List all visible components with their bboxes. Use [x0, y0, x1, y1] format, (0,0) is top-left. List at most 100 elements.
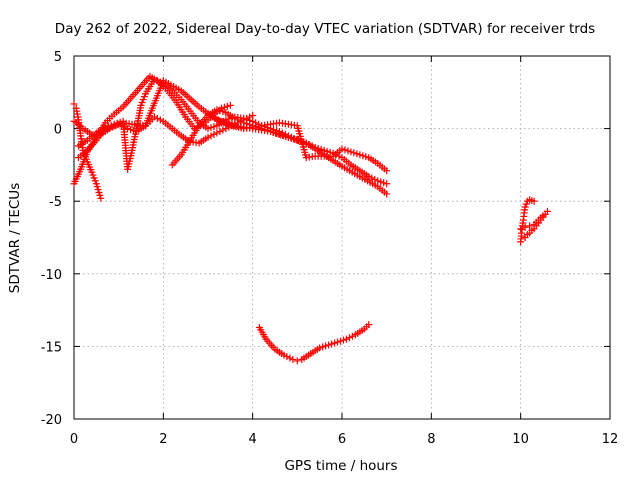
data-point	[280, 351, 288, 359]
plot-frame	[73, 55, 611, 420]
data-point	[374, 177, 382, 185]
data-point-fill	[337, 337, 345, 345]
data-point-fill	[210, 123, 218, 131]
x-tick-label: 4	[249, 432, 257, 447]
data-point-fill	[107, 123, 115, 131]
data-point-fill	[380, 179, 388, 187]
data-point-fill	[153, 114, 161, 122]
y-tick-label: -20	[41, 413, 62, 428]
data-point-fill	[359, 152, 367, 160]
data-point-fill	[335, 152, 343, 160]
data-point	[293, 357, 301, 365]
data-point	[517, 225, 525, 233]
data-point-fill	[350, 149, 358, 157]
x-tick-label: 12	[602, 432, 619, 447]
data-point	[293, 136, 301, 144]
data-point	[284, 133, 292, 141]
data-point-fill	[156, 116, 164, 124]
data-point	[383, 167, 391, 175]
data-point	[150, 75, 158, 83]
data-point	[97, 194, 105, 202]
data-point-fill	[210, 130, 218, 138]
data-point	[383, 180, 391, 188]
data-point-fill	[348, 332, 356, 340]
data-point	[110, 122, 118, 130]
data-point	[267, 128, 275, 136]
data-point	[530, 197, 538, 205]
data-point-fill	[207, 124, 215, 132]
x-tick-label: 0	[70, 432, 78, 447]
data-point-fill	[270, 128, 278, 136]
x-axis-label: GPS time / hours	[284, 458, 397, 474]
data-point-fill	[341, 146, 349, 154]
y-tick-label: -5	[49, 195, 62, 210]
data-point-fill	[339, 336, 347, 344]
data-point-fill	[331, 339, 339, 347]
data-point	[543, 207, 551, 215]
data-point-fill	[272, 129, 280, 137]
data-points	[70, 72, 551, 365]
data-point-fill	[216, 128, 224, 136]
data-point	[204, 133, 212, 141]
x-tick-label: 8	[427, 432, 435, 447]
data-point	[383, 190, 391, 198]
data-point	[101, 125, 109, 133]
data-point	[316, 344, 324, 352]
y-tick-label: 0	[54, 123, 62, 138]
y-tick-labels: 5 0 -5 -10 -15 -20	[41, 50, 62, 428]
data-point-fill	[344, 147, 352, 155]
data-point-fill	[207, 132, 215, 140]
data-point-fill	[216, 107, 224, 115]
data-point-fill	[322, 342, 330, 350]
data-point-fill	[314, 144, 322, 152]
data-point-fill	[219, 126, 227, 134]
data-point	[526, 222, 534, 230]
y-axis-label: SDTVAR / TECUs	[7, 183, 23, 293]
data-point	[302, 139, 310, 147]
data-point-fill	[317, 145, 325, 153]
data-point	[342, 335, 350, 343]
data-point-fill	[283, 353, 291, 361]
data-point	[338, 145, 346, 153]
y-tick-label: -10	[41, 268, 62, 283]
data-point-fill	[104, 124, 112, 132]
data-point-fill	[328, 340, 336, 348]
data-point-fill	[286, 354, 294, 362]
data-point	[231, 114, 239, 122]
data-point-fill	[237, 117, 245, 125]
data-point-fill	[353, 150, 361, 158]
data-point-fill	[278, 131, 286, 139]
data-point	[356, 151, 364, 159]
data-point-fill	[153, 77, 161, 85]
data-point-fill	[319, 343, 327, 351]
data-point-fill	[287, 134, 295, 142]
data-point-fill	[371, 175, 379, 183]
data-point	[275, 130, 283, 138]
data-point	[521, 223, 529, 231]
data-point-fill	[345, 334, 353, 342]
data-point-fill	[219, 108, 227, 116]
data-point-fill	[281, 132, 289, 140]
data-point	[334, 338, 342, 346]
y-tick-label: 5	[54, 50, 62, 65]
chart-title: Day 262 of 2022, Sidereal Day-to-day VTE…	[55, 21, 595, 37]
y-tick-label: -15	[41, 340, 62, 355]
data-point-fill	[113, 121, 121, 129]
data-point	[204, 125, 212, 133]
data-point-fill	[308, 142, 316, 150]
data-point-fill	[234, 116, 242, 124]
data-point-fill	[220, 103, 228, 111]
x-tick-label: 6	[338, 432, 346, 447]
data-point	[289, 355, 297, 363]
data-point-fill	[362, 153, 370, 161]
data-point	[213, 129, 221, 137]
data-point	[325, 341, 333, 349]
data-point-fill	[368, 174, 376, 182]
x-tick-label: 10	[512, 432, 529, 447]
data-point	[365, 321, 373, 329]
data-point	[213, 106, 221, 114]
data-point	[226, 101, 234, 109]
x-tick-labels: 0 2 4 6 8 10 12	[70, 432, 618, 447]
